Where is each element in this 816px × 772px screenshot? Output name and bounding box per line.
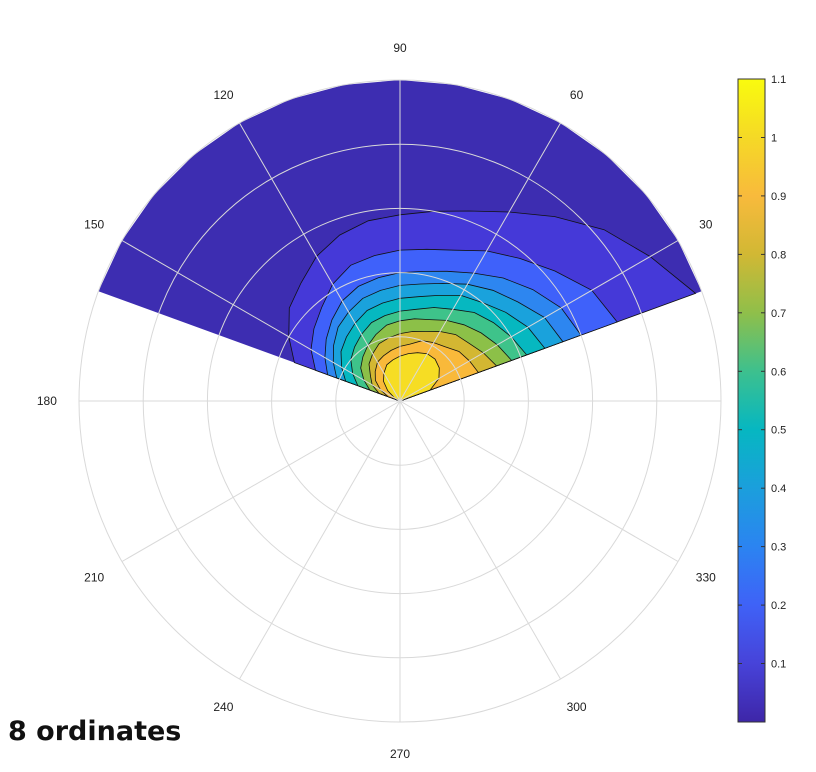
grid-spoke [121, 240, 401, 402]
colorbar-gradient [737, 78, 766, 723]
grid-spoke [121, 400, 401, 562]
angle-label-120: 120 [213, 88, 233, 102]
angle-label-30: 30 [699, 218, 713, 232]
colorbar-tick-label: 0.8 [771, 249, 786, 261]
colorbar: 0.1 0.2 0.3 0.4 0.5 0.6 0.7 0.8 0.9 1 1.1 [737, 74, 786, 723]
angle-label-270: 270 [390, 747, 410, 761]
colorbar-tick-label: 0.5 [771, 425, 786, 437]
colorbar-ticks: 0.1 0.2 0.3 0.4 0.5 0.6 0.7 0.8 0.9 1 1.1 [738, 74, 786, 671]
colorbar-tick-label: 0.9 [771, 191, 786, 203]
contour-fills [98, 80, 702, 402]
colorbar-tick-label: 0.6 [771, 366, 786, 378]
colorbar-tick-label: 0.3 [771, 542, 786, 554]
angle-label-300: 300 [567, 700, 587, 714]
angle-label-330: 330 [696, 571, 716, 585]
angle-label-210: 210 [84, 571, 104, 585]
angle-label-180: 180 [37, 394, 57, 408]
colorbar-tick-label: 0.7 [771, 308, 786, 320]
colorbar-tick-label: 0.1 [771, 659, 786, 671]
grid-spoke [399, 400, 679, 562]
colorbar-tick-label: 1.1 [771, 74, 786, 86]
figure-caption: 8 ordinates [8, 716, 182, 747]
angle-label-90: 90 [393, 41, 407, 55]
colorbar-tick-label: 1 [771, 133, 777, 145]
grid-spoke [399, 240, 679, 402]
angle-label-240: 240 [213, 700, 233, 714]
grid-spoke [239, 400, 401, 680]
grid-spoke [239, 122, 401, 402]
colorbar-tick-label: 0.2 [771, 600, 786, 612]
colorbar-tick-label: 0.4 [771, 483, 786, 495]
contour-region-1 [383, 352, 440, 402]
grid-spoke [399, 400, 561, 680]
grid-spoke [399, 122, 561, 402]
angle-tick-labels: 30 60 90 120 150 180 210 240 270 300 330 [37, 41, 716, 761]
angle-label-150: 150 [84, 218, 104, 232]
polar-grid [78, 79, 722, 723]
angle-label-60: 60 [570, 88, 584, 102]
